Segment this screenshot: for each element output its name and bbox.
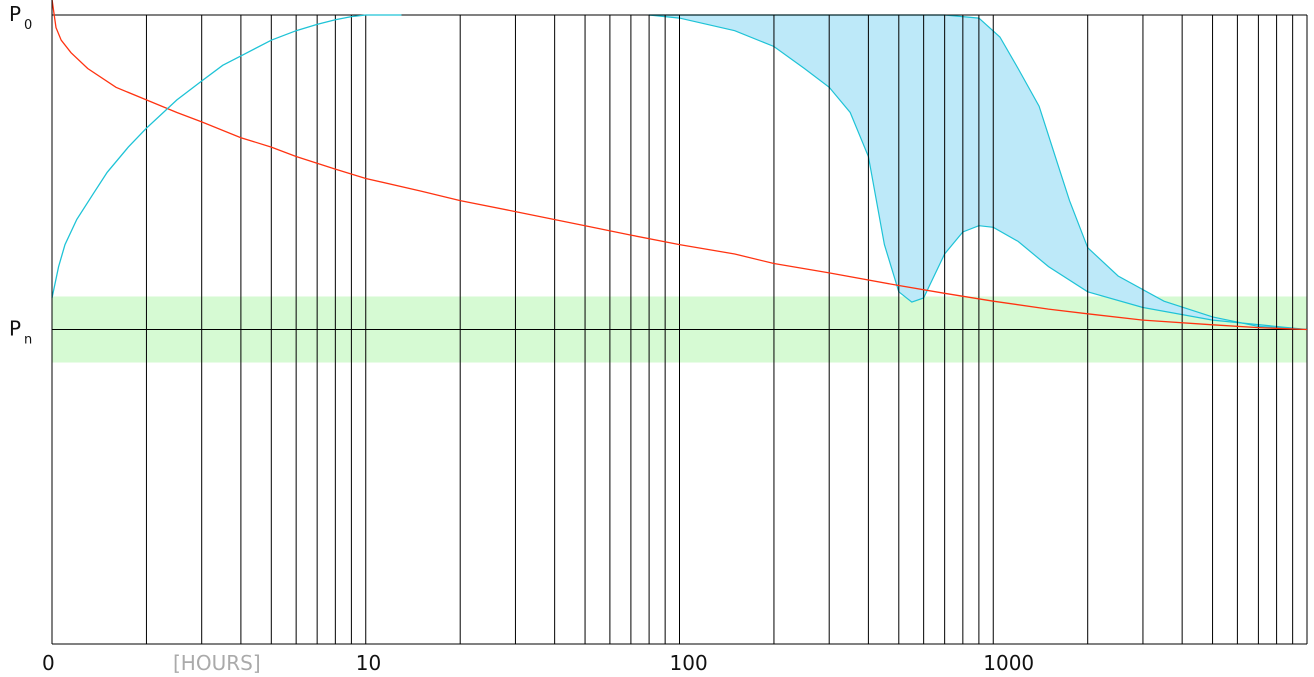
series-line-0: [51, 0, 1308, 331]
labels-layer: 0 10 100 1000[HOURS]P 0P n: [9, 2, 1034, 675]
series-layer: [51, 0, 1308, 331]
x-tick-label-0: 0: [42, 651, 55, 675]
grid-layer: [52, 14, 1308, 644]
areas-layer: [649, 14, 1308, 331]
x-unit-label: [HOURS]: [173, 651, 261, 675]
y-label-main: P: [9, 2, 21, 26]
area-0: [649, 15, 1307, 330]
series-line-1: [51, 14, 402, 299]
area-0-upper-edge: [649, 14, 1308, 331]
y-label-sub: 0: [24, 18, 32, 33]
x-tick-label-100: 100: [670, 651, 708, 675]
x-tick-label-10: 10: [356, 651, 381, 675]
x-tick-label-1000: 1000: [983, 651, 1034, 675]
area-0-lower-edge: [649, 14, 1308, 331]
y-label-main: P: [9, 317, 21, 341]
y-label-sub: n: [24, 333, 32, 348]
axes-layer: [51, 0, 1307, 645]
